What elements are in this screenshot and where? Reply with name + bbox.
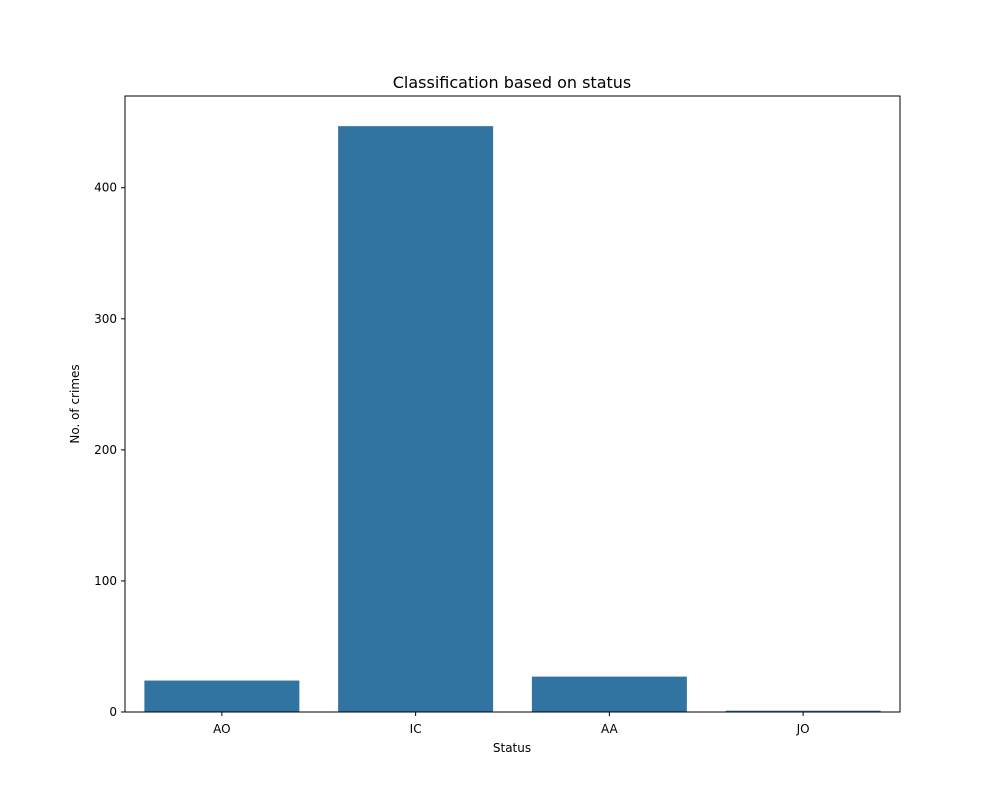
x-tick-label: JO (796, 722, 810, 736)
bar-ao (144, 680, 300, 712)
y-axis-ticks: 0 100 200 300 400 (94, 181, 125, 719)
x-axis-ticks: AO IC AA JO (213, 712, 810, 736)
x-axis-label: Status (493, 741, 531, 755)
y-tick-label: 400 (94, 181, 117, 195)
x-tick-label: AA (601, 722, 619, 736)
y-axis-label: No. of crimes (68, 364, 82, 443)
y-tick-label: 300 (94, 312, 117, 326)
bar-aa (531, 676, 687, 712)
bar-jo (725, 710, 881, 712)
y-tick-label: 200 (94, 443, 117, 457)
y-tick-label: 100 (94, 574, 117, 588)
bars-group (144, 126, 881, 713)
bar-ic (338, 126, 494, 713)
y-tick-label: 0 (109, 705, 117, 719)
x-tick-label: AO (213, 722, 230, 736)
chart-title: Classification based on status (393, 73, 632, 92)
x-tick-label: IC (410, 722, 422, 736)
plot-frame (124, 95, 901, 713)
